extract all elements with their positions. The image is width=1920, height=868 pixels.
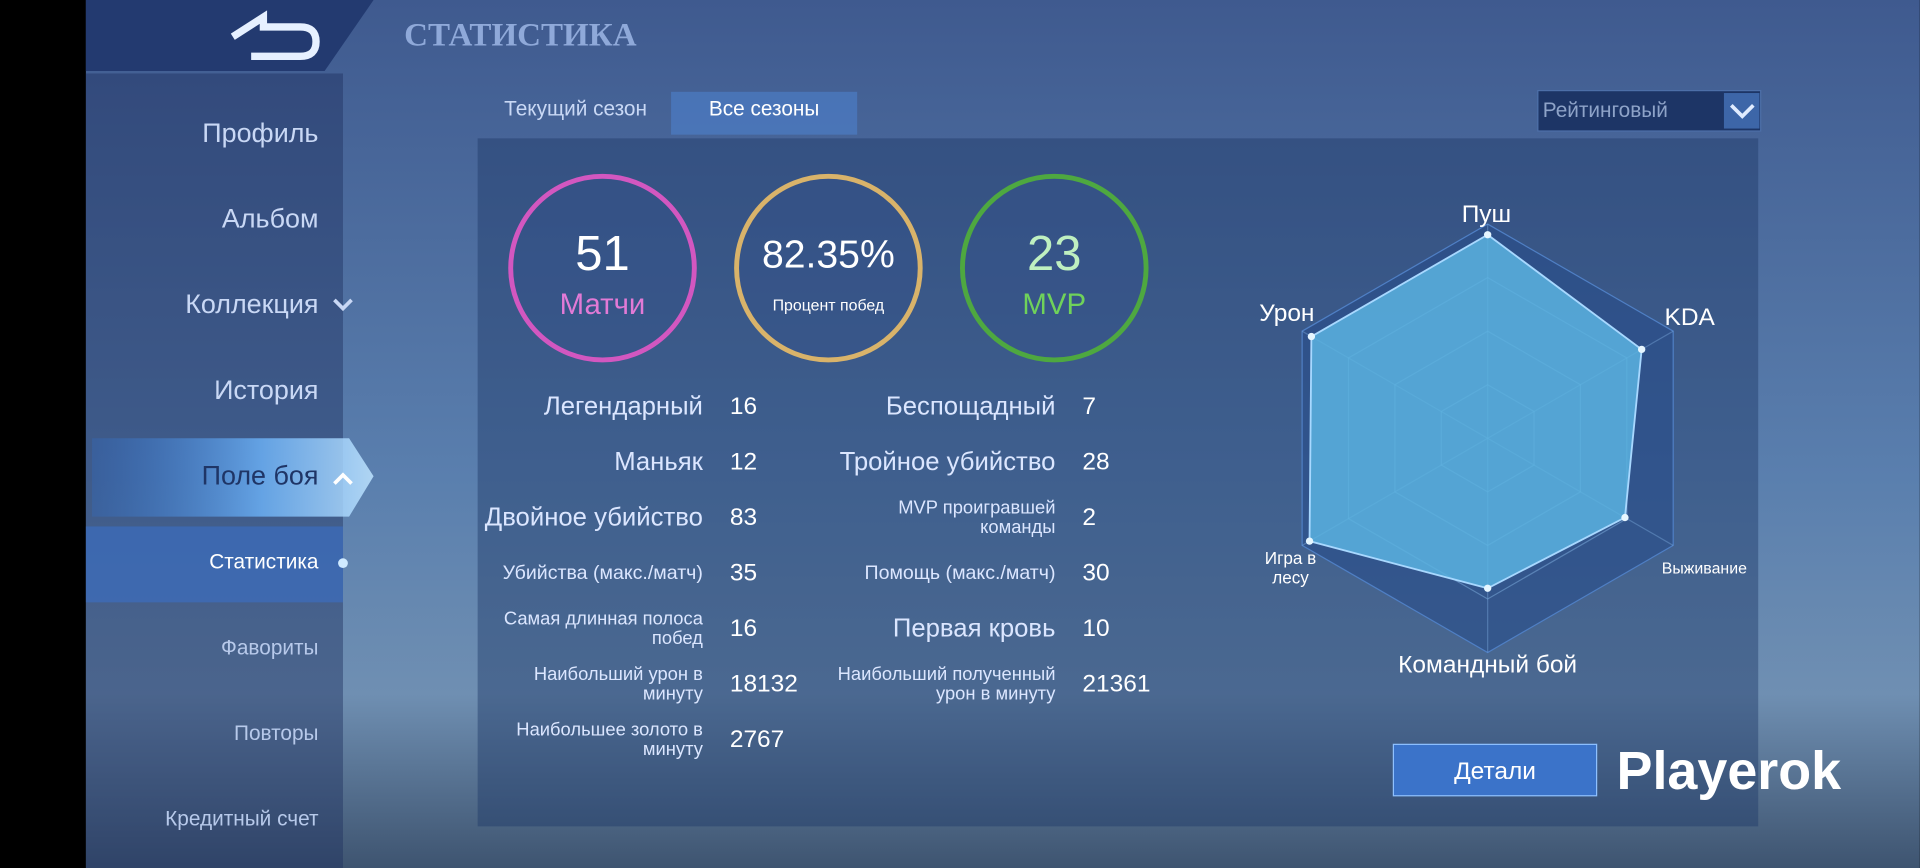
radar-point (1483, 584, 1492, 592)
stat-label: Наибольший полученный (838, 663, 1056, 684)
stat-label: Беспощадный (886, 392, 1056, 420)
details-button[interactable] (1392, 743, 1598, 797)
radar-point (1305, 537, 1314, 545)
stat-value: 35 (730, 560, 757, 587)
stat-value: 2767 (730, 726, 784, 753)
dropdown-arrow-box[interactable] (1723, 93, 1760, 129)
chevron-up (333, 472, 353, 485)
sidebar-subitem: Фавориты (221, 636, 318, 659)
page-title: СТАТИСТИКА (404, 18, 637, 54)
stat-value: 83 (730, 504, 757, 531)
tab: Все сезоны (709, 98, 819, 121)
summary-label: Процент побед (773, 297, 885, 314)
stat-label: минуту (643, 738, 704, 759)
dropdown-arrow (1729, 103, 1755, 119)
stat-label: команды (980, 516, 1055, 537)
radar-label: Выживание (1662, 560, 1747, 577)
back-panel (85, 0, 374, 72)
tab: Текущий сезон (504, 98, 647, 121)
radar-label: Игра в (1265, 548, 1316, 568)
button-label: Детали (1454, 758, 1536, 785)
radar-label: KDA (1665, 304, 1716, 331)
stat-value: 2 (1082, 504, 1096, 531)
active-dot (338, 558, 348, 569)
dropdown[interactable] (1537, 89, 1762, 132)
stat-label: Тройное убийство (840, 448, 1056, 476)
summary-ring (508, 173, 697, 363)
radar-label: Пуш (1462, 201, 1511, 228)
watermark: Playerok (1617, 741, 1842, 801)
stat-value: 18132 (730, 670, 798, 697)
chevron-down (333, 298, 353, 312)
stat-value: 30 (1082, 560, 1109, 587)
summary-ring (734, 173, 923, 363)
sidebar-item: Альбом (222, 203, 319, 233)
radar-label: Урон (1259, 300, 1314, 327)
tab-active[interactable] (671, 91, 858, 135)
stat-label: Первая кровь (893, 614, 1056, 642)
sidebar-subitem: Статистика (209, 551, 319, 574)
stat-label: Помощь (макс./матч) (865, 562, 1056, 584)
radar-point (1637, 345, 1646, 354)
summary-label: Матчи (560, 288, 646, 321)
stat-label: урон в минуту (936, 683, 1056, 704)
sidebar-subitem: Кредитный счет (165, 808, 319, 831)
summary-ring (960, 173, 1149, 363)
back-button[interactable] (230, 10, 320, 60)
sidebar-item: История (214, 375, 318, 405)
stat-label: побед (652, 627, 703, 648)
summary-label: MVP (1022, 288, 1086, 321)
stat-value: 12 (730, 449, 757, 476)
sidebar-active[interactable] (92, 438, 374, 517)
summary-value: 51 (575, 227, 629, 281)
stat-label: MVP проигравшей (898, 497, 1055, 518)
stat-value: 7 (1082, 393, 1096, 420)
subitem-active[interactable] (85, 526, 343, 603)
sidebar-item: Профиль (202, 118, 318, 148)
radar-label: Командный бой (1398, 651, 1577, 678)
stat-value: 10 (1082, 615, 1109, 642)
stat-label: Легендарный (544, 392, 703, 420)
dropdown-text: Рейтинговый (1543, 99, 1668, 122)
radar-point (1483, 231, 1492, 239)
stat-label: Убийства (макс./матч) (503, 562, 703, 584)
sidebar-subitem: Повторы (234, 722, 318, 745)
stat-value: 28 (1082, 449, 1109, 476)
stat-label: Наибольший урон в (534, 663, 703, 684)
summary-value: 23 (1027, 227, 1081, 281)
stat-label: минуту (643, 683, 704, 704)
sidebar-item: Поле боя (202, 461, 319, 491)
stat-value: 21361 (1082, 670, 1150, 697)
radar-point (1621, 513, 1629, 522)
stat-label: Самая длинная полоса (504, 608, 704, 629)
sidebar-item: Коллекция (185, 289, 318, 319)
stat-value: 16 (730, 393, 757, 420)
stat-label: Наибольшее золото в (516, 718, 703, 739)
stat-label: Маньяк (614, 448, 703, 476)
summary-value: 82.35% (762, 233, 895, 276)
stat-label: Двойное убийство (485, 503, 703, 531)
radar-label: лесу (1272, 568, 1309, 588)
stat-value: 16 (730, 615, 757, 642)
radar-point (1307, 332, 1316, 341)
